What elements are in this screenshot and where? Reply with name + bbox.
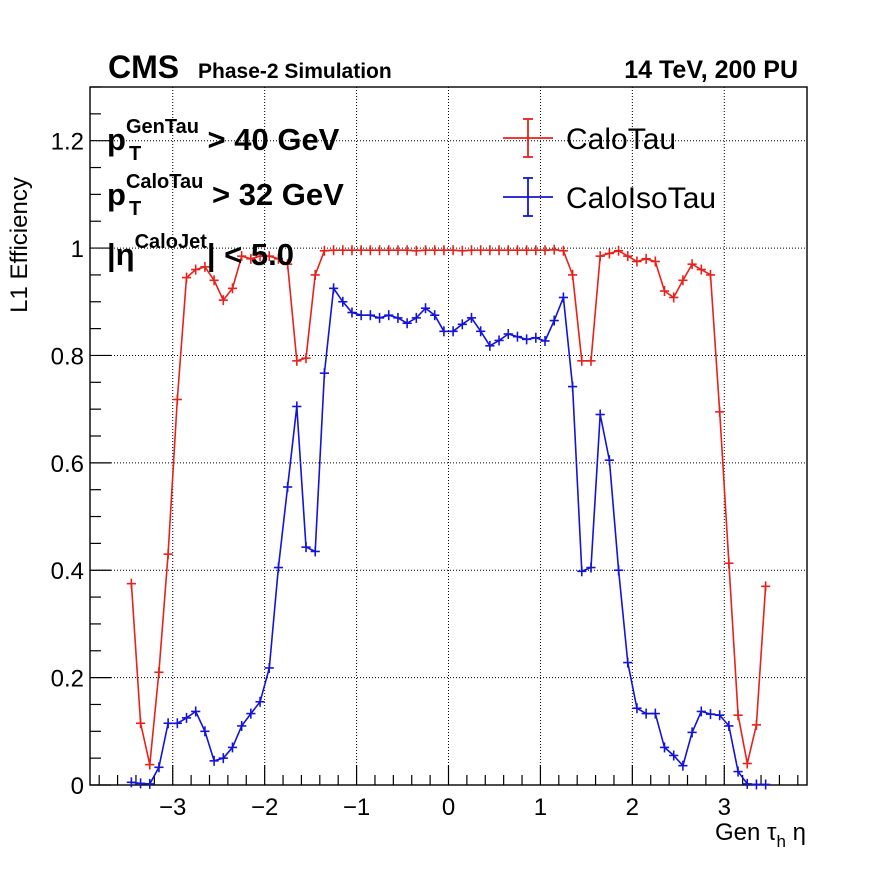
cut-base: p [107,122,126,157]
status-label: Phase-2 Simulation [198,60,392,83]
x-tick-label: −2 [251,794,278,821]
x-tick-label: 1 [534,794,547,821]
y-tick-label: 0.8 [51,343,84,370]
legend-label: CaloIsoTau [566,182,716,215]
cut-rest: | < 5.0 [207,237,294,272]
legend: CaloTau CaloIsoTau [503,118,716,217]
x-tick-label: 3 [718,794,731,821]
y-tick-labels: 0 0.2 0.4 0.6 0.8 1 1.2 [51,129,84,800]
cut-rest: > 40 GeV [199,122,340,157]
cut-subscript: T [129,198,141,220]
cut-base: p [107,177,126,212]
y-tick-label: 0.4 [51,558,84,585]
legend-label: CaloTau [566,123,676,156]
cut-annotation: |ηCaloJet| < 5.0 [107,231,294,272]
x-tick-label: −1 [343,794,370,821]
cut-base: |η [107,237,135,272]
cut-superscript: CaloTau [126,171,203,193]
cut-subscript: T [129,143,141,165]
y-tick-label: 1.2 [51,129,84,156]
x-tick-label: 0 [442,794,455,821]
energy-label: 14 TeV, 200 PU [624,56,798,84]
x-tick-label: 2 [626,794,639,821]
cut-annotation: pCaloTau > 32 GeV [107,171,344,212]
y-axis-label: L1 Efficiency [6,177,33,313]
y-tick-label: 0.2 [51,666,84,693]
cut-rest: > 32 GeV [203,177,344,212]
x-tick-label: −3 [159,794,186,821]
x-axis-label-sub: h [777,832,786,851]
x-axis-label-rest: η [786,819,806,846]
y-tick-label: 0.6 [51,451,84,478]
y-tick-label: 1 [71,236,84,263]
cut-superscript: GenTau [126,116,199,138]
cut-superscript: CaloJet [135,231,208,253]
x-axis-label: Gen τh η [715,819,806,851]
y-tick-label: 0 [71,773,84,800]
experiment-label: CMS [108,49,179,85]
x-axis-label-base: Gen τ [715,819,777,846]
cut-annotation: pGenTau > 40 GeV [107,116,340,157]
x-tick-labels: −3 −2 −1 0 1 2 3 [159,794,731,821]
series-layer [126,244,771,790]
